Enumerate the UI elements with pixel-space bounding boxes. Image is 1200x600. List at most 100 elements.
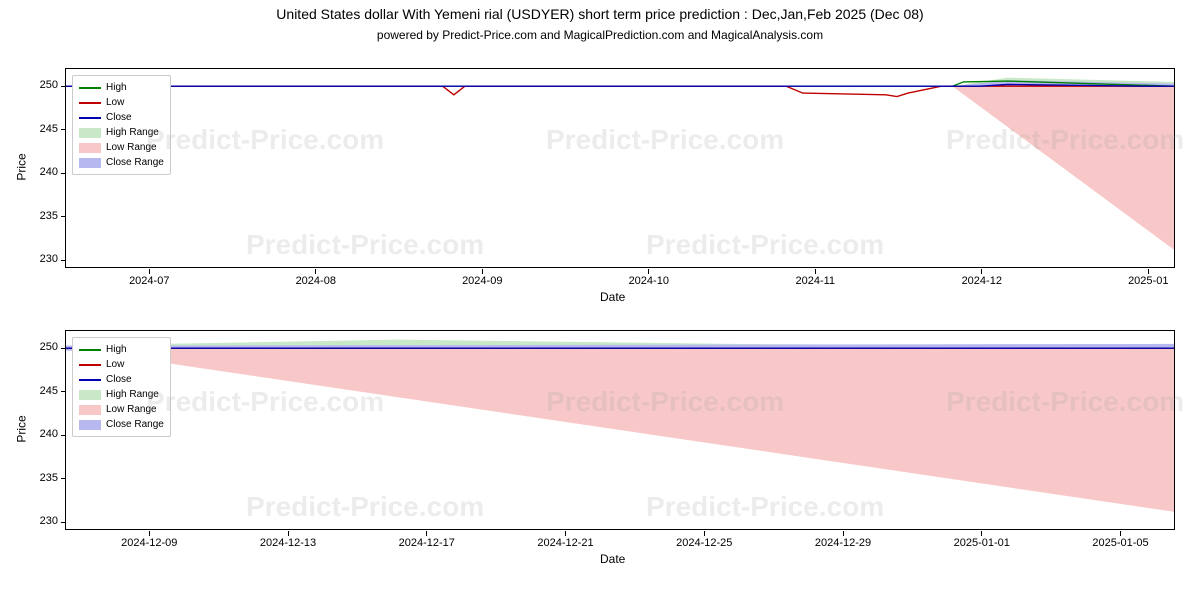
y-tick-label: 230 — [28, 253, 58, 265]
legend-patch-swatch — [79, 405, 101, 415]
y-tick-mark — [61, 216, 66, 217]
legend-item: Close — [79, 372, 164, 387]
legend-patch-swatch — [79, 420, 101, 430]
legend-label: Low — [106, 359, 124, 370]
legend-label: Close — [106, 374, 132, 385]
x-tick-mark — [1148, 269, 1149, 274]
legend-patch-swatch — [79, 143, 101, 153]
x-tick-label: 2024-10 — [609, 275, 689, 287]
x-tick-mark — [1120, 531, 1121, 536]
x-tick-label: 2025-01-05 — [1081, 537, 1161, 549]
legend-patch-swatch — [79, 158, 101, 168]
x-tick-label: 2024-08 — [276, 275, 356, 287]
title-block: United States dollar With Yemeni rial (U… — [0, 0, 1200, 42]
y-tick-mark — [61, 522, 66, 523]
x-tick-label: 2024-11 — [775, 275, 855, 287]
legend-patch-swatch — [79, 128, 101, 138]
chart-panel-top: High Low Close High Range Low Range Close Ran… — [65, 68, 1175, 268]
x-tick-mark — [648, 269, 649, 274]
legend-top: High Low Close High Range Low Range Close Ran… — [72, 75, 171, 175]
legend-label: High Range — [106, 389, 159, 400]
x-tick-label: 2024-12-17 — [387, 537, 467, 549]
legend-item: Low Range — [79, 140, 164, 155]
legend-line-swatch — [79, 117, 101, 119]
legend-item: High — [79, 80, 164, 95]
y-axis-label-bottom: Price — [15, 415, 29, 442]
y-tick-mark — [61, 435, 66, 436]
chart-svg-bottom — [66, 331, 1174, 529]
x-tick-mark — [565, 531, 566, 536]
x-tick-mark — [482, 269, 483, 274]
x-tick-label: 2025-01-01 — [942, 537, 1022, 549]
x-tick-mark — [981, 269, 982, 274]
x-tick-mark — [149, 531, 150, 536]
legend-item: Close Range — [79, 155, 164, 170]
legend-label: Low — [106, 97, 124, 108]
y-tick-label: 240 — [28, 428, 58, 440]
legend-label: Low Range — [106, 142, 157, 153]
chart-svg-top — [66, 69, 1174, 267]
x-tick-mark — [843, 531, 844, 536]
legend-label: Close — [106, 112, 132, 123]
y-tick-label: 245 — [28, 385, 58, 397]
legend-item: Close — [79, 110, 164, 125]
y-axis-label-top: Price — [15, 153, 29, 180]
y-tick-label: 240 — [28, 166, 58, 178]
legend-label: Close Range — [106, 419, 164, 430]
y-tick-label: 245 — [28, 123, 58, 135]
legend-item: Close Range — [79, 417, 164, 432]
chart-panel-bottom: High Low Close High Range Low Range Close Ran… — [65, 330, 1175, 530]
legend-item: Low — [79, 95, 164, 110]
legend-line-swatch — [79, 102, 101, 104]
legend-label: High Range — [106, 127, 159, 138]
legend-item: Low Range — [79, 402, 164, 417]
y-tick-mark — [61, 86, 66, 87]
legend-item: High — [79, 342, 164, 357]
y-tick-mark — [61, 260, 66, 261]
legend-line-swatch — [79, 364, 101, 366]
x-tick-label: 2024-09 — [442, 275, 522, 287]
x-tick-label: 2024-12-25 — [664, 537, 744, 549]
x-tick-mark — [426, 531, 427, 536]
x-tick-label: 2024-12-29 — [803, 537, 883, 549]
x-tick-mark — [981, 531, 982, 536]
legend-line-swatch — [79, 87, 101, 89]
legend-line-swatch — [79, 379, 101, 381]
chart-subtitle: powered by Predict-Price.com and Magical… — [0, 28, 1200, 42]
legend-label: High — [106, 344, 127, 355]
legend-line-swatch — [79, 349, 101, 351]
legend-item: High Range — [79, 125, 164, 140]
x-tick-label: 2024-12-13 — [248, 537, 328, 549]
legend-item: High Range — [79, 387, 164, 402]
chart-title: United States dollar With Yemeni rial (U… — [0, 6, 1200, 22]
y-tick-label: 230 — [28, 515, 58, 527]
y-tick-mark — [61, 391, 66, 392]
x-tick-label: 2024-12-09 — [109, 537, 189, 549]
x-axis-label-bottom: Date — [600, 552, 625, 566]
legend-bottom: High Low Close High Range Low Range Close Ran… — [72, 337, 171, 437]
y-tick-label: 250 — [28, 79, 58, 91]
low-range-fill — [952, 86, 1174, 250]
legend-label: High — [106, 82, 127, 93]
legend-label: Close Range — [106, 157, 164, 168]
y-tick-label: 235 — [28, 210, 58, 222]
legend-patch-swatch — [79, 390, 101, 400]
x-tick-mark — [704, 531, 705, 536]
x-tick-label: 2024-07 — [109, 275, 189, 287]
legend-label: Low Range — [106, 404, 157, 415]
x-tick-mark — [288, 531, 289, 536]
y-tick-mark — [61, 478, 66, 479]
y-tick-mark — [61, 173, 66, 174]
x-tick-label: 2024-12-21 — [526, 537, 606, 549]
x-tick-label: 2025-01 — [1108, 275, 1188, 287]
y-tick-label: 250 — [28, 341, 58, 353]
x-axis-label-top: Date — [600, 290, 625, 304]
legend-item: Low — [79, 357, 164, 372]
y-tick-label: 235 — [28, 472, 58, 484]
x-tick-label: 2024-12 — [942, 275, 1022, 287]
x-tick-mark — [315, 269, 316, 274]
x-tick-mark — [815, 269, 816, 274]
y-tick-mark — [61, 348, 66, 349]
low-range-fill — [66, 348, 1174, 512]
y-tick-mark — [61, 129, 66, 130]
